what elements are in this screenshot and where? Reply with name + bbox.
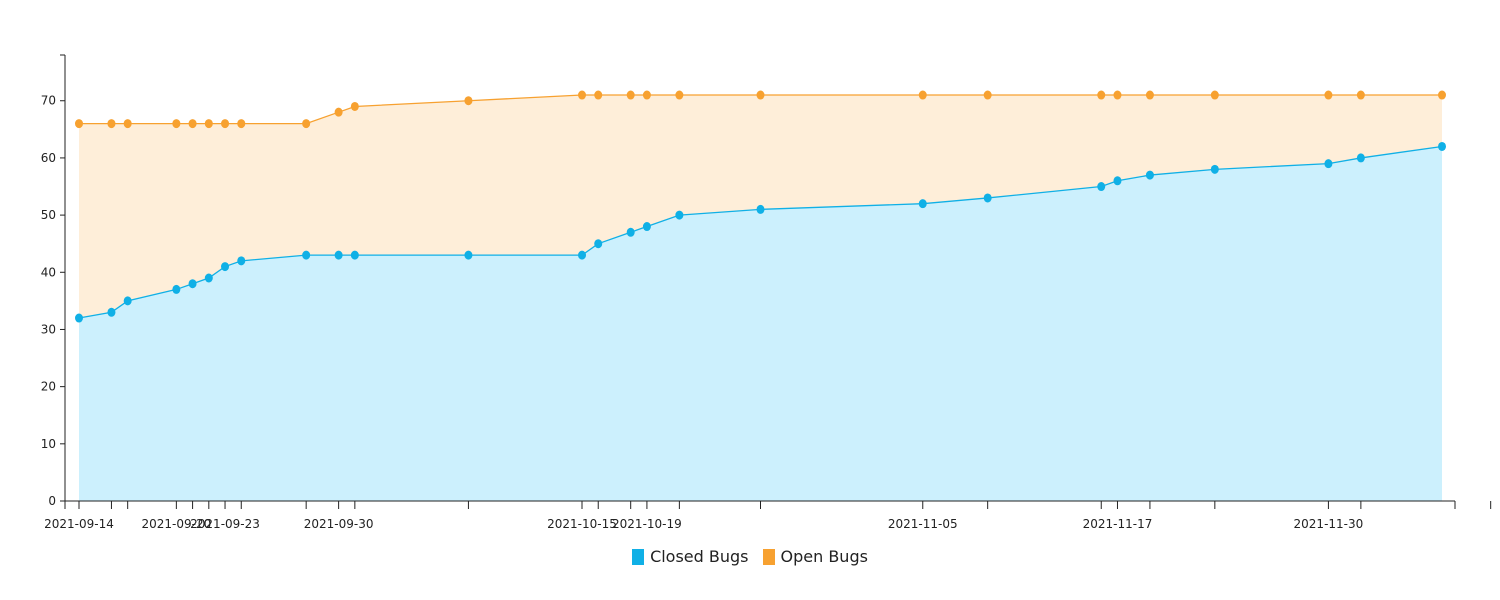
point-closed-bugs [237, 256, 246, 266]
point-open-bugs [626, 90, 635, 100]
point-closed-bugs [302, 250, 311, 260]
area-fills [79, 95, 1442, 502]
point-open-bugs [350, 101, 359, 111]
point-open-bugs [123, 119, 132, 129]
point-open-bugs [75, 119, 83, 129]
point-open-bugs [578, 90, 587, 100]
y-tick-label: 60 [41, 151, 56, 165]
point-closed-bugs [334, 250, 343, 260]
x-tick-label: 2021-10-19 [612, 517, 682, 531]
legend-swatch-closed-bugs [632, 548, 645, 565]
point-open-bugs [1356, 90, 1365, 100]
point-closed-bugs [1145, 170, 1154, 180]
point-open-bugs [642, 90, 651, 100]
point-closed-bugs [642, 222, 651, 232]
legend-item-closed-bugs[interactable]: Closed Bugs [632, 547, 749, 566]
legend: Closed Bugs Open Bugs [0, 547, 1500, 566]
point-open-bugs [675, 90, 684, 100]
point-closed-bugs [1210, 164, 1219, 174]
point-open-bugs [1097, 90, 1106, 100]
legend-label-open-bugs: Open Bugs [780, 547, 868, 566]
point-closed-bugs [107, 307, 116, 317]
point-closed-bugs [594, 239, 603, 249]
point-open-bugs [204, 119, 213, 129]
x-tick-label: 2021-09-30 [304, 517, 374, 531]
point-closed-bugs [578, 250, 587, 260]
point-closed-bugs [204, 273, 213, 283]
point-open-bugs [221, 119, 230, 129]
point-closed-bugs [350, 250, 359, 260]
y-tick-label: 0 [48, 494, 56, 508]
point-open-bugs [172, 119, 181, 129]
point-closed-bugs [221, 262, 230, 272]
point-closed-bugs [172, 284, 181, 294]
point-open-bugs [237, 119, 246, 129]
point-open-bugs [918, 90, 927, 100]
point-open-bugs [983, 90, 992, 100]
y-tick-label: 10 [41, 437, 56, 451]
legend-label-closed-bugs: Closed Bugs [650, 547, 749, 566]
y-tick-label: 30 [41, 322, 56, 336]
point-closed-bugs [983, 193, 992, 203]
point-closed-bugs [123, 296, 132, 306]
point-closed-bugs [675, 210, 684, 220]
x-tick-label: 2021-09-14 [44, 517, 114, 531]
y-tick-label: 20 [41, 380, 56, 394]
y-tick-label: 50 [41, 208, 56, 222]
point-closed-bugs [188, 279, 197, 289]
legend-swatch-open-bugs [762, 548, 775, 565]
point-open-bugs [107, 119, 116, 129]
point-closed-bugs [918, 199, 927, 209]
point-closed-bugs [464, 250, 473, 260]
point-closed-bugs [1113, 176, 1122, 186]
point-open-bugs [1210, 90, 1219, 100]
point-open-bugs [1438, 90, 1446, 100]
point-closed-bugs [1097, 182, 1106, 192]
point-open-bugs [302, 119, 311, 129]
x-tick-label: 2021-11-30 [1294, 517, 1364, 531]
point-open-bugs [1324, 90, 1333, 100]
x-tick-label: 2021-11-17 [1083, 517, 1153, 531]
data-points [75, 90, 1446, 323]
point-closed-bugs [1356, 153, 1365, 163]
x-tick-label: 2021-09-20 [141, 517, 211, 531]
point-open-bugs [188, 119, 197, 129]
point-open-bugs [334, 107, 343, 117]
point-closed-bugs [75, 313, 83, 323]
point-open-bugs [1145, 90, 1154, 100]
point-closed-bugs [756, 204, 765, 214]
x-tick-label: 2021-11-05 [888, 517, 958, 531]
point-closed-bugs [1438, 141, 1446, 151]
point-open-bugs [1113, 90, 1122, 100]
point-open-bugs [756, 90, 765, 100]
y-tick-label: 40 [41, 265, 56, 279]
x-tick-label: 2021-10-15 [547, 517, 617, 531]
point-open-bugs [464, 96, 473, 106]
x-tick-label: 2021-09-23 [190, 517, 260, 531]
legend-item-open-bugs[interactable]: Open Bugs [762, 547, 868, 566]
point-closed-bugs [626, 227, 635, 237]
area-closed-bugs [79, 146, 1442, 501]
y-tick-label: 70 [41, 94, 56, 108]
point-closed-bugs [1324, 159, 1333, 169]
point-open-bugs [594, 90, 603, 100]
